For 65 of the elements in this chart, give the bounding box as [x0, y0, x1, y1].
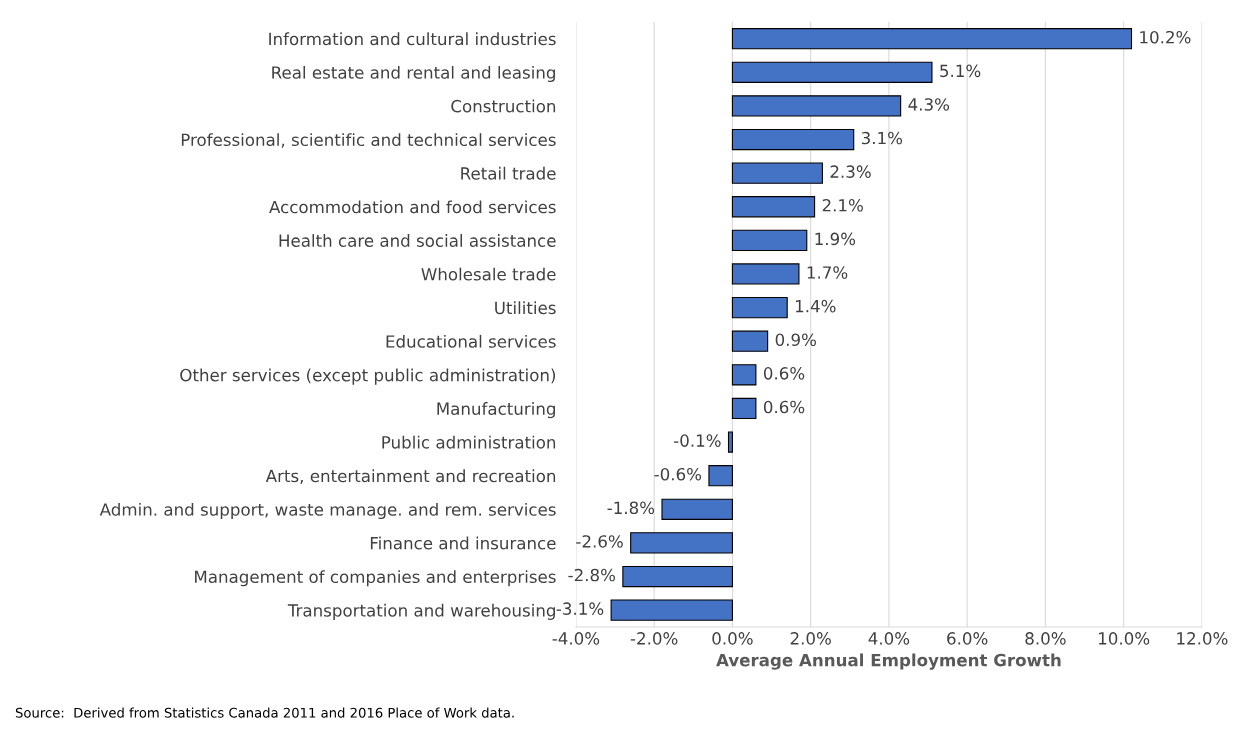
- y-tick-label: Admin. and support, waste manage. and rem. services: [99, 502, 556, 520]
- bar: [731, 296, 788, 319]
- data-label: 1.7%: [807, 266, 848, 279]
- data-label: 10.2%: [1140, 30, 1191, 44]
- data-label: -2.6%: [576, 535, 623, 548]
- bar: [731, 330, 769, 352]
- x-tick-label: 10.0%: [1099, 632, 1150, 645]
- y-tick-label: Finance and insurance: [370, 536, 556, 550]
- data-label: 0.6%: [763, 367, 805, 380]
- x-tick-label: 12.0%: [1177, 632, 1228, 645]
- data-label: 2.1%: [822, 198, 863, 212]
- y-tick-label: Professional, scientific and technical services: [181, 133, 556, 148]
- bar: [610, 599, 733, 621]
- x-tick-label: 6.0%: [947, 632, 988, 645]
- x-tick-label: -2.0%: [630, 632, 678, 645]
- bar: [727, 431, 733, 453]
- bar: [731, 364, 757, 386]
- bar: [731, 95, 902, 117]
- x-tick-label: 2.0%: [790, 632, 831, 645]
- y-tick-label: Accommodation and food services: [269, 200, 556, 214]
- bar: [661, 498, 733, 520]
- bar: [731, 229, 808, 252]
- data-label: 0.6%: [763, 400, 805, 414]
- bar: [731, 397, 757, 420]
- data-label: -0.6%: [654, 467, 702, 481]
- bar: [708, 465, 733, 487]
- data-label: 1.4%: [795, 299, 836, 313]
- x-tick-label: 8.0%: [1025, 632, 1066, 645]
- data-label: -3.1%: [556, 602, 604, 615]
- data-label: 2.3%: [830, 165, 871, 178]
- bar: [731, 196, 816, 218]
- source-note: Source: Derived from Statistics Canada 2011 and 2016 Place of Work data.: [15, 707, 514, 718]
- bar: [731, 128, 855, 151]
- y-tick-label: Real estate and rental and leasing: [272, 65, 555, 83]
- y-tick-label: Health care and social assistance: [279, 234, 556, 247]
- bar: [731, 28, 1133, 50]
- y-tick-label: Wholesale trade: [421, 267, 556, 281]
- y-tick-label: Public administration: [382, 435, 556, 449]
- y-tick-label: Manufacturing: [437, 402, 555, 419]
- y-tick-label: Information and cultural industries: [269, 32, 556, 46]
- data-label: -2.8%: [568, 568, 616, 582]
- bar: [630, 532, 733, 554]
- y-tick-label: Arts, entertainment and recreation: [265, 469, 556, 484]
- data-label: 5.1%: [940, 64, 981, 78]
- data-label: 3.1%: [861, 131, 903, 145]
- y-tick-label: Educational services: [386, 334, 556, 348]
- x-tick-label: -4.0%: [552, 632, 600, 645]
- bar: [731, 162, 823, 184]
- data-label: -0.1%: [674, 434, 721, 447]
- y-tick-label: Construction: [451, 99, 556, 113]
- x-tick-label: 4.0%: [868, 632, 910, 645]
- y-tick-label: Utilities: [495, 301, 556, 315]
- data-label: 4.3%: [908, 98, 950, 111]
- x-axis-title: Average Annual Employment Growth: [716, 653, 1061, 670]
- x-tick-label: 0.0%: [712, 632, 753, 645]
- data-label: 0.9%: [775, 333, 816, 347]
- y-tick-label: Retail trade: [461, 166, 556, 180]
- bar: [622, 565, 733, 588]
- data-label: 1.9%: [815, 232, 856, 246]
- y-tick-label: Management of companies and enterprises: [195, 570, 556, 587]
- data-label: -1.8%: [607, 501, 655, 515]
- y-tick-label: Transportation and warehousing: [287, 603, 555, 620]
- bar: [731, 263, 800, 285]
- y-tick-label: Other services (except public administration): [180, 368, 556, 385]
- bar: [731, 61, 933, 83]
